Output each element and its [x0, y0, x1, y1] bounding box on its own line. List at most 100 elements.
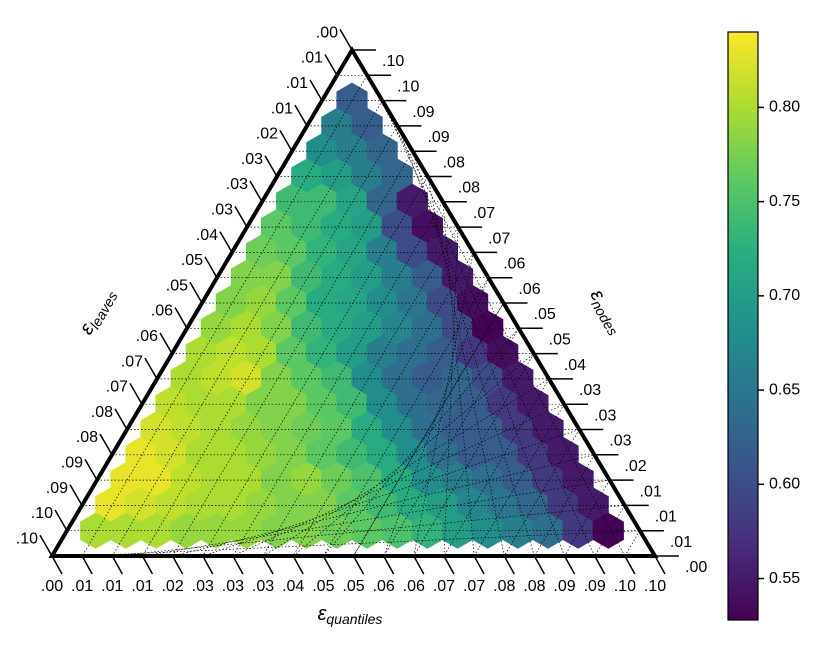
hex-cell: [306, 436, 338, 473]
right-tick-label: .09: [427, 129, 449, 146]
left-tick-label: .05: [166, 277, 188, 294]
hex-cell: [547, 436, 579, 473]
hex-cell: [321, 107, 353, 144]
hex-cell: [276, 285, 308, 321]
hex-cell: [547, 487, 579, 524]
hex-cell: [170, 462, 202, 499]
hex-cell: [411, 411, 443, 448]
hex-cell: [457, 487, 489, 524]
bottom-tick: [503, 555, 515, 575]
hex-cell: [441, 259, 474, 296]
hex-cell: [517, 487, 549, 524]
left-tick-label: .03: [226, 176, 248, 193]
grid-line: [323, 277, 489, 557]
right-tick-label: .03: [594, 407, 616, 424]
right-tick-label: .08: [458, 180, 480, 197]
bottom-tick: [292, 555, 304, 575]
hex-cell: [336, 285, 368, 321]
bottom-axis-label: εquantiles: [318, 603, 383, 626]
hex-cell: [155, 436, 187, 473]
bottom-tick-label: .08: [523, 578, 545, 595]
hex-cell: [246, 436, 278, 473]
bottom-tick: [111, 555, 123, 575]
grid-line: [383, 328, 519, 557]
hex-cell: [336, 183, 368, 220]
grid-line: [323, 328, 519, 557]
hex-cell: [472, 462, 504, 499]
hex-cell: [321, 209, 353, 246]
hex-cell: [230, 360, 263, 397]
left-tick-label: .08: [76, 429, 98, 446]
hex-cell: [381, 259, 413, 296]
hex-cell: [215, 487, 247, 524]
hex-cell: [351, 259, 383, 296]
hex-cell: [276, 487, 308, 524]
left-tick: [204, 256, 218, 279]
colorbar-tick-label: 0.65: [769, 381, 800, 398]
right-tick-label: .07: [473, 205, 495, 222]
right-tick-label: .06: [503, 256, 525, 273]
left-tick-label: .06: [136, 328, 158, 345]
hex-cell: [185, 436, 217, 473]
hex-cell: [246, 335, 278, 372]
bottom-tick-label: .03: [252, 578, 274, 595]
hex-cell: [517, 386, 549, 423]
bottom-tick: [81, 555, 93, 575]
right-tick-label: .02: [624, 458, 646, 475]
hex-cell: [200, 411, 232, 448]
grid-line: [111, 100, 383, 557]
grid-layer: [67, 74, 641, 557]
hex-cell: [306, 487, 338, 524]
bottom-tick-label: .05: [342, 578, 364, 595]
left-tick-label: .02: [256, 126, 278, 143]
right-axis-label: εnodes: [584, 286, 628, 338]
bottom-tick-label: .03: [192, 578, 214, 595]
hex-cell: [351, 411, 383, 448]
grid-line: [292, 252, 474, 557]
colorbar-ticks: 0.55 0.60 0.65 0.70 0.75 0.80: [758, 99, 800, 587]
left-tick: [99, 433, 113, 456]
hex-cell: [381, 209, 413, 246]
bottom-tick: [654, 555, 666, 575]
left-tick-label: .04: [196, 227, 218, 244]
grid-line: [443, 227, 459, 557]
hex-cell: [306, 234, 338, 271]
left-tick: [129, 383, 143, 405]
hex-cell: [366, 234, 398, 271]
left-tick: [114, 408, 128, 430]
left-tick: [84, 458, 98, 481]
left-tick-label: .01: [301, 50, 323, 67]
left-tick: [324, 54, 338, 76]
right-tick-label: .03: [579, 382, 601, 399]
grid-line: [473, 404, 565, 557]
left-tick-label: .01: [286, 75, 308, 92]
left-tick-label: .01: [271, 100, 293, 117]
colorbar-tick-label: 0.60: [769, 476, 800, 493]
bottom-tick-label: .01: [131, 578, 153, 595]
right-tick-label: .04: [564, 357, 586, 374]
left-tick-label: .10: [16, 530, 38, 547]
grid-line: [172, 151, 413, 557]
bottom-tick: [382, 555, 395, 575]
bottom-tick-label: .01: [71, 578, 93, 595]
grid-line: [503, 429, 580, 557]
bottom-tick: [352, 555, 365, 575]
hex-cell: [291, 158, 323, 195]
hex-cell: [291, 462, 323, 499]
hex-cell: [502, 512, 534, 549]
left-tick: [39, 534, 53, 557]
right-tick-label: .01: [670, 534, 692, 551]
hex-cell: [336, 436, 368, 473]
bottom-tick-label: .10: [644, 578, 666, 595]
bottom-tick: [322, 555, 335, 575]
colorbar: [727, 31, 759, 621]
right-tick-label: .09: [412, 104, 434, 121]
bottom-tick: [473, 555, 485, 575]
bottom-tick: [171, 555, 184, 575]
left-tick: [189, 281, 203, 304]
grid-line: [412, 151, 535, 557]
grid-line: [413, 353, 535, 557]
grid-line: [262, 226, 459, 557]
bottom-tick-label: .05: [312, 578, 334, 595]
